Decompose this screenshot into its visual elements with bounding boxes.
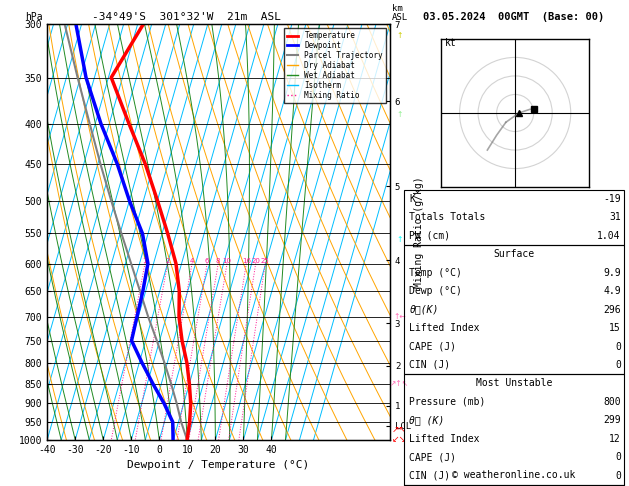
- Text: CAPE (J): CAPE (J): [409, 452, 457, 462]
- Text: 0: 0: [615, 471, 621, 481]
- Text: 299: 299: [603, 416, 621, 425]
- Text: 1.04: 1.04: [598, 231, 621, 241]
- Text: θᴇ(K): θᴇ(K): [409, 305, 439, 314]
- Text: 0: 0: [615, 452, 621, 462]
- Text: -34°49'S  301°32'W  21m  ASL: -34°49'S 301°32'W 21m ASL: [92, 12, 281, 22]
- Text: CAPE (J): CAPE (J): [409, 342, 457, 351]
- Text: Temp (°C): Temp (°C): [409, 268, 462, 278]
- Text: 1: 1: [143, 258, 147, 263]
- Text: K: K: [409, 194, 415, 204]
- Text: 16: 16: [242, 258, 251, 263]
- Text: ↑: ↑: [396, 235, 403, 244]
- Text: ↑: ↑: [396, 110, 403, 120]
- Text: Dewp (°C): Dewp (°C): [409, 286, 462, 296]
- Text: 10: 10: [223, 258, 231, 263]
- Text: 20: 20: [251, 258, 260, 263]
- Text: 9.9: 9.9: [603, 268, 621, 278]
- Text: hPa: hPa: [25, 12, 43, 22]
- Text: Totals Totals: Totals Totals: [409, 212, 486, 222]
- Text: km
ASL: km ASL: [392, 3, 408, 22]
- Text: ↑←: ↑←: [393, 312, 406, 321]
- Text: Lifted Index: Lifted Index: [409, 323, 480, 333]
- Text: © weatheronline.co.uk: © weatheronline.co.uk: [452, 470, 576, 480]
- Text: ↑: ↑: [396, 31, 403, 40]
- Text: 6: 6: [205, 258, 209, 263]
- Text: 31: 31: [609, 212, 621, 222]
- Text: 8: 8: [216, 258, 221, 263]
- Text: Surface: Surface: [494, 249, 535, 259]
- Text: 296: 296: [603, 305, 621, 314]
- Text: 25: 25: [261, 258, 270, 263]
- Text: 03.05.2024  00GMT  (Base: 00): 03.05.2024 00GMT (Base: 00): [423, 12, 604, 22]
- Text: Pressure (mb): Pressure (mb): [409, 397, 486, 407]
- X-axis label: Dewpoint / Temperature (°C): Dewpoint / Temperature (°C): [128, 460, 309, 470]
- Text: 2: 2: [165, 258, 170, 263]
- Legend: Temperature, Dewpoint, Parcel Trajectory, Dry Adiabat, Wet Adiabat, Isotherm, Mi: Temperature, Dewpoint, Parcel Trajectory…: [284, 28, 386, 103]
- Text: PW (cm): PW (cm): [409, 231, 450, 241]
- Text: 0: 0: [615, 360, 621, 370]
- Text: -19: -19: [603, 194, 621, 204]
- Text: CIN (J): CIN (J): [409, 360, 450, 370]
- Text: θᴇ (K): θᴇ (K): [409, 416, 445, 425]
- Text: 800: 800: [603, 397, 621, 407]
- Text: ↗↖
↙↘: ↗↖ ↙↘: [392, 425, 407, 444]
- Text: Lifted Index: Lifted Index: [409, 434, 480, 444]
- Text: 0: 0: [615, 342, 621, 351]
- Text: kt: kt: [445, 38, 457, 48]
- Text: 12: 12: [609, 434, 621, 444]
- Y-axis label: Mixing Ratio (g/kg): Mixing Ratio (g/kg): [414, 176, 424, 288]
- Text: 15: 15: [609, 323, 621, 333]
- Text: CIN (J): CIN (J): [409, 471, 450, 481]
- Text: ↗↑↖: ↗↑↖: [390, 379, 409, 388]
- Text: 4.9: 4.9: [603, 286, 621, 296]
- Text: Most Unstable: Most Unstable: [476, 379, 552, 388]
- Text: 4: 4: [190, 258, 194, 263]
